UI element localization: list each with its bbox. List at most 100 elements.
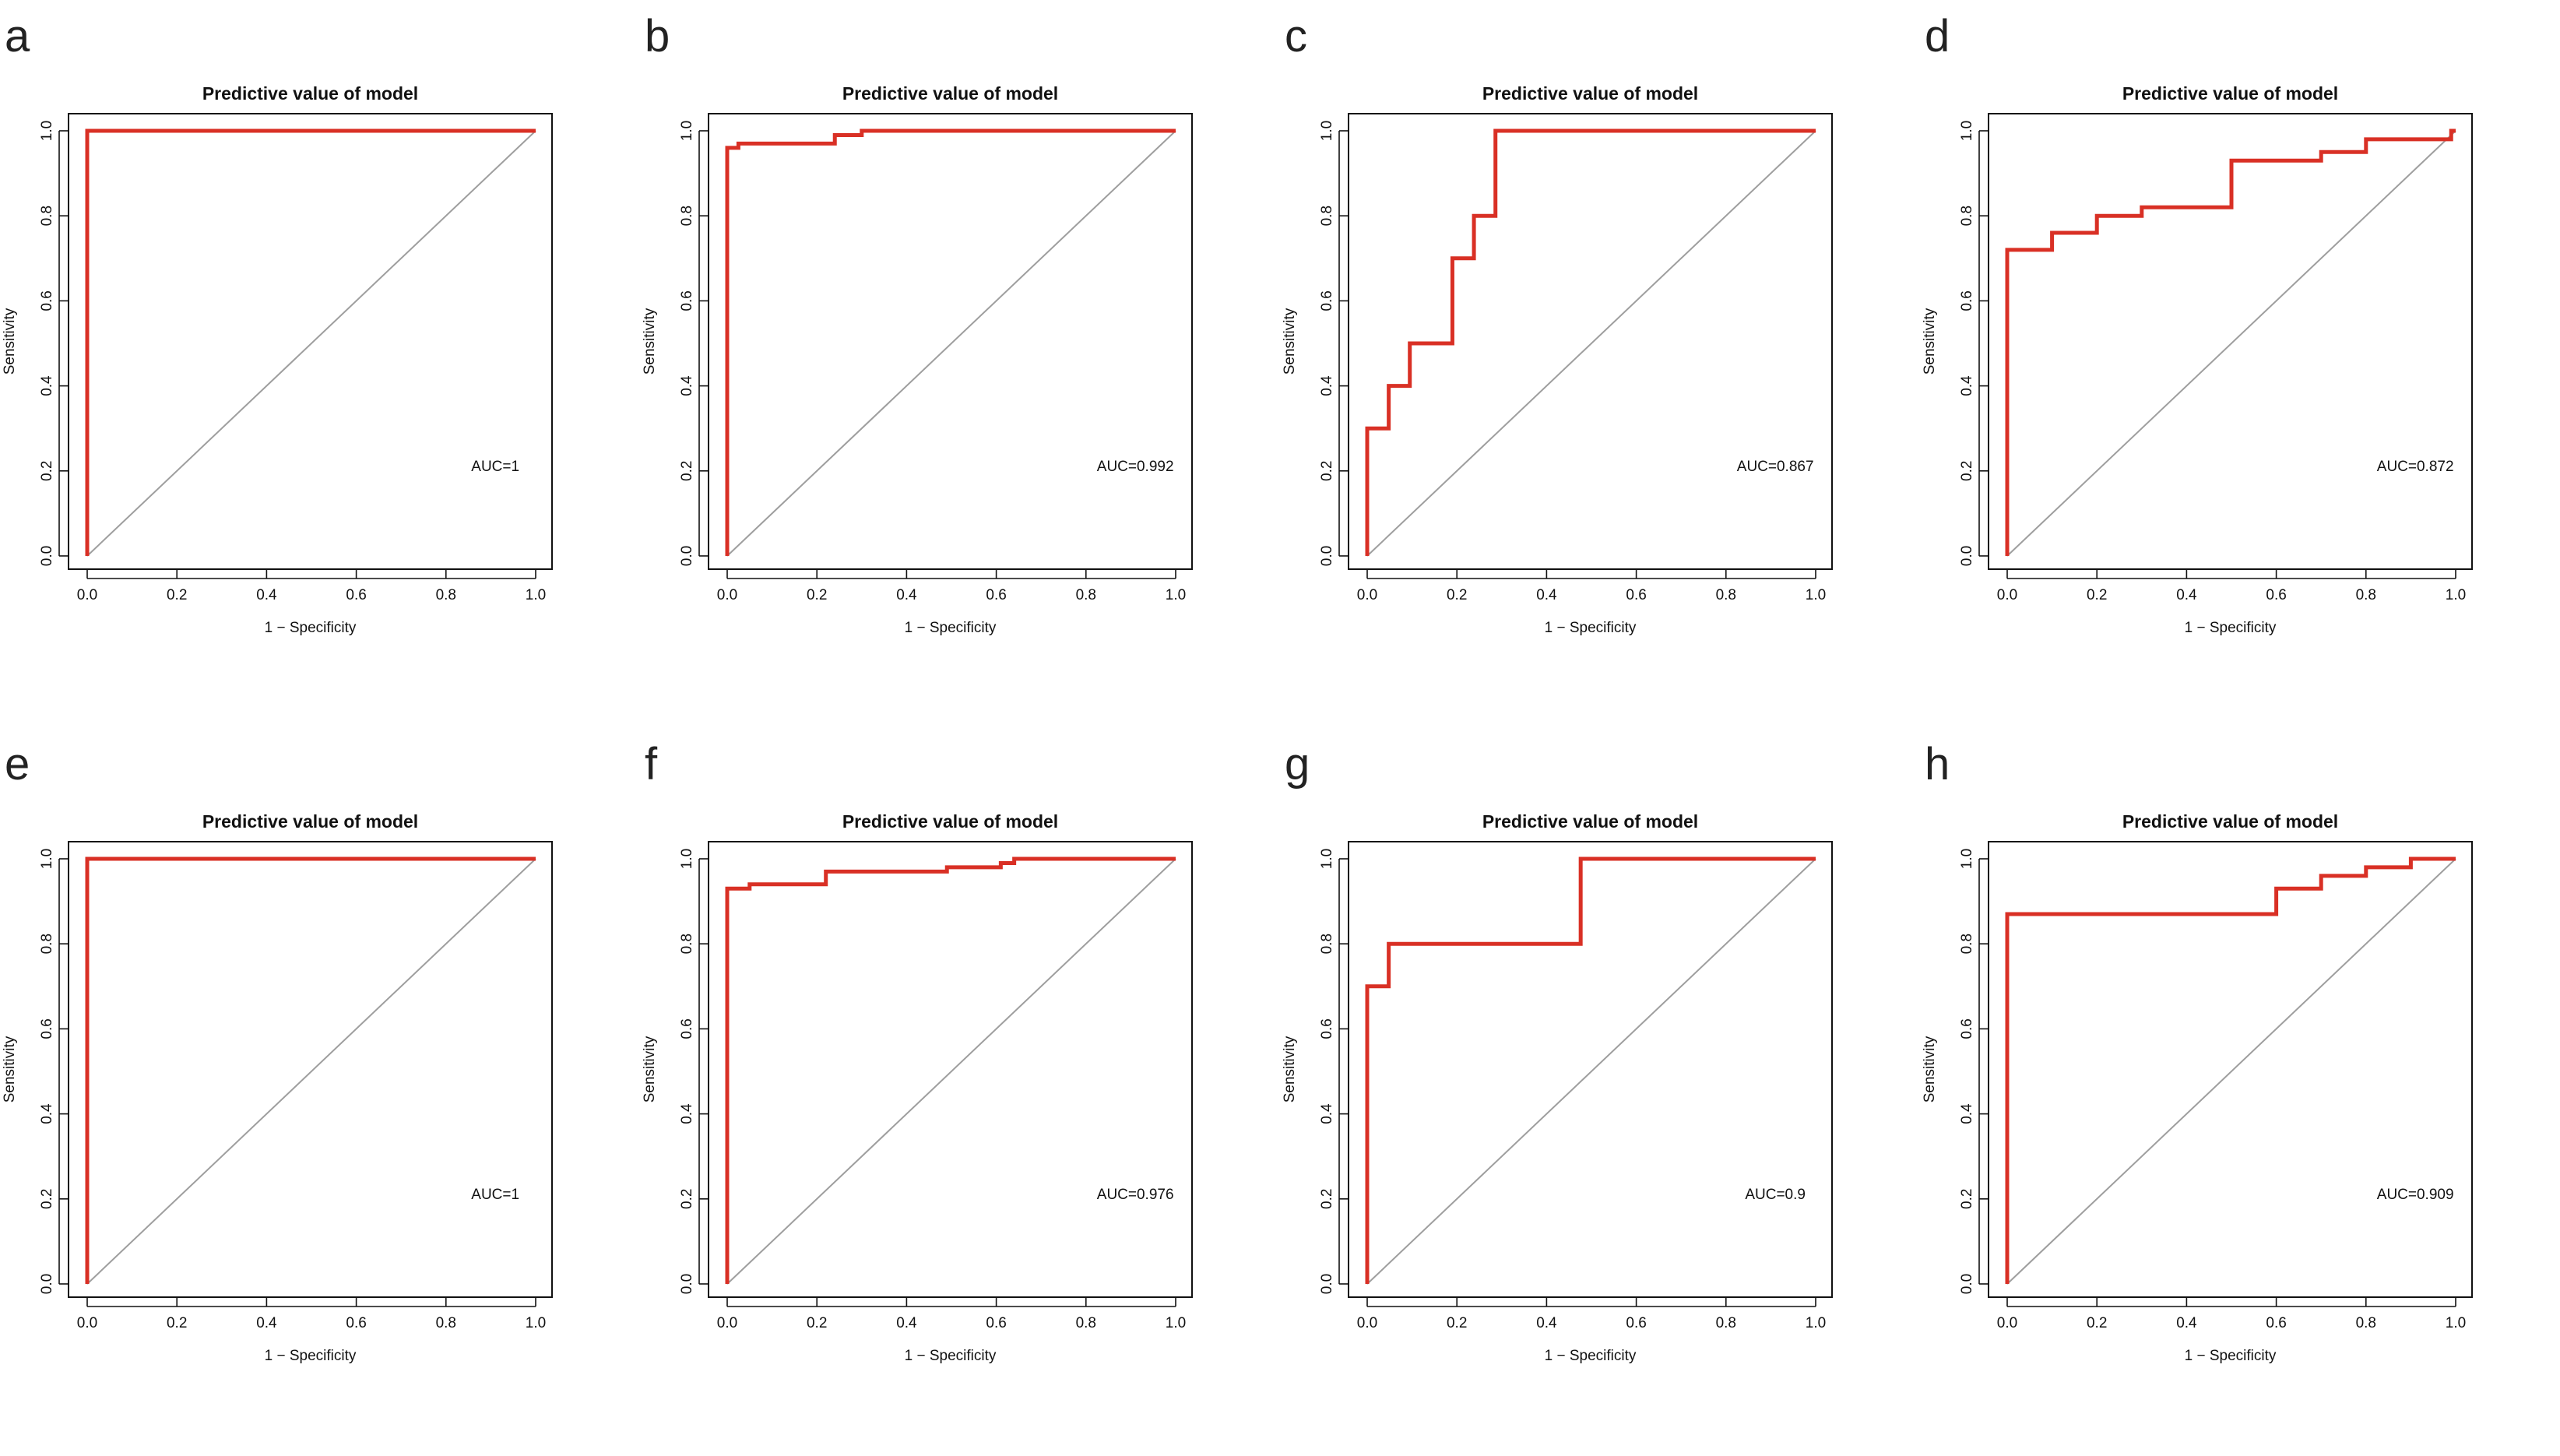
x-tick-label: 0.8 (2356, 587, 2376, 603)
x-tick-label: 0.0 (1357, 587, 1377, 603)
y-axis-label: Sensitivity (1922, 1036, 1938, 1103)
plot-frame (68, 841, 553, 1298)
x-tick-label: 0.4 (2176, 1315, 2197, 1331)
reference-diagonal-line (2006, 130, 2456, 557)
roc-panel-b: b Predictive value of model 0.0 0.2 0.4 0.6 0.… (640, 0, 1280, 728)
y-tick-label: 0.6 (39, 290, 55, 311)
roc-chart-svg: g Predictive value of model 0.0 0.2 0.4 0.6 0.… (1282, 739, 1833, 1364)
y-tick-label: 0.4 (1319, 375, 1335, 396)
x-tick-label: 0.8 (436, 1315, 456, 1331)
y-tick-label: 1.0 (679, 121, 695, 141)
x-tick-label: 0.8 (1076, 587, 1096, 603)
x-tick-label: 0.2 (807, 587, 827, 603)
plot-frame (1988, 113, 2473, 570)
y-tick-label: 0.8 (679, 206, 695, 226)
x-tick-label: 0.2 (1447, 1315, 1467, 1331)
y-tick-label: 0.6 (679, 290, 695, 311)
x-tick-label: 0.6 (346, 1315, 366, 1331)
y-tick-label: 0.8 (1959, 934, 1975, 954)
y-tick-label: 1.0 (1319, 121, 1335, 141)
y-axis-label: Sensitivity (1922, 308, 1938, 375)
x-tick-label: 1.0 (2446, 1315, 2466, 1331)
x-tick-label: 0.8 (1716, 587, 1736, 603)
roc-chart-svg: h Predictive value of model 0.0 0.2 0.4 0.6 0.… (1922, 739, 2473, 1364)
y-tick-label: 0.6 (1319, 290, 1335, 311)
x-axis-label: 1 − Specificity (2185, 620, 2277, 636)
roc-panel-g: g Predictive value of model 0.0 0.2 0.4 0.6 0.… (1280, 728, 1920, 1456)
auc-label: AUC=0.867 (1737, 459, 1814, 475)
x-tick-label: 1.0 (526, 587, 546, 603)
roc-chart-svg: d Predictive value of model 0.0 0.2 0.4 0.6 0.… (1922, 11, 2473, 636)
x-tick-label: 0.6 (986, 1315, 1006, 1331)
auc-label: AUC=0.872 (2377, 459, 2454, 475)
x-tick-label: 0.4 (1536, 587, 1557, 603)
y-tick-label: 0.6 (1959, 290, 1975, 311)
x-axis-label: 1 − Specificity (265, 620, 357, 636)
x-tick-label: 0.0 (1357, 1315, 1377, 1331)
x-tick-label: 1.0 (1166, 587, 1186, 603)
y-tick-label: 1.0 (679, 849, 695, 869)
chart-title: Predictive value of model (202, 811, 418, 832)
x-tick-label: 0.4 (256, 1315, 277, 1331)
y-tick-label: 0.0 (1959, 1274, 1975, 1294)
y-tick-label: 0.4 (39, 1103, 55, 1124)
y-tick-label: 0.8 (1959, 206, 1975, 226)
x-tick-label: 1.0 (526, 1315, 546, 1331)
x-tick-label: 0.0 (717, 1315, 737, 1331)
y-tick-label: 0.4 (679, 375, 695, 396)
roc-chart-svg: b Predictive value of model 0.0 0.2 0.4 0.6 0.… (642, 11, 1193, 636)
x-tick-label: 0.2 (807, 1315, 827, 1331)
y-tick-label: 1.0 (1319, 849, 1335, 869)
roc-chart-svg: f Predictive value of model 0.0 0.2 0.4 0.6 0.… (642, 739, 1193, 1364)
x-tick-label: 1.0 (1806, 1315, 1826, 1331)
panel-letter: f (645, 739, 658, 790)
panel-letter: g (1285, 739, 1310, 790)
x-tick-label: 1.0 (1806, 587, 1826, 603)
y-tick-label: 0.8 (679, 934, 695, 954)
auc-label: AUC=1 (471, 1187, 519, 1203)
y-tick-label: 1.0 (1959, 121, 1975, 141)
reference-diagonal-line (726, 130, 1176, 557)
y-tick-label: 1.0 (1959, 849, 1975, 869)
plot-frame (1348, 113, 1833, 570)
y-tick-label: 0.2 (1319, 461, 1335, 481)
roc-curve-line (1365, 128, 1816, 556)
roc-panel-d: d Predictive value of model 0.0 0.2 0.4 0.6 0.… (1920, 0, 2560, 728)
y-tick-label: 0.8 (1319, 206, 1335, 226)
y-axis-label: Sensitivity (642, 308, 658, 375)
x-tick-label: 0.4 (2176, 587, 2197, 603)
x-axis-label: 1 − Specificity (1545, 620, 1637, 636)
y-axis-label: Sensitivity (2, 1036, 18, 1103)
roc-chart-svg: c Predictive value of model 0.0 0.2 0.4 0.6 0.… (1282, 11, 1833, 636)
y-axis-label: Sensitivity (1282, 1036, 1298, 1103)
roc-curve-line (2005, 128, 2456, 556)
x-tick-label: 0.0 (1997, 587, 2017, 603)
y-tick-label: 0.0 (39, 546, 55, 566)
x-tick-label: 0.6 (346, 587, 366, 603)
y-tick-label: 1.0 (39, 849, 55, 869)
x-tick-label: 0.4 (896, 587, 917, 603)
panel-letter: h (1925, 739, 1950, 790)
y-tick-label: 0.0 (679, 1274, 695, 1294)
chart-title: Predictive value of model (842, 811, 1058, 832)
y-tick-label: 0.0 (679, 546, 695, 566)
reference-diagonal-line (86, 130, 536, 557)
x-tick-label: 0.4 (896, 1315, 917, 1331)
chart-title: Predictive value of model (842, 83, 1058, 104)
chart-title: Predictive value of model (2122, 83, 2338, 104)
roc-curve-line (1365, 856, 1816, 1284)
x-tick-label: 0.2 (1447, 587, 1467, 603)
x-tick-label: 0.6 (2266, 1315, 2286, 1331)
x-axis-label: 1 − Specificity (265, 1348, 357, 1364)
auc-label: AUC=0.992 (1097, 459, 1174, 475)
x-tick-label: 0.0 (77, 1315, 97, 1331)
auc-label: AUC=0.909 (2377, 1187, 2454, 1203)
y-axis-label: Sensitivity (642, 1036, 658, 1103)
x-axis-label: 1 − Specificity (1545, 1348, 1637, 1364)
roc-panel-f: f Predictive value of model 0.0 0.2 0.4 0.6 0.… (640, 728, 1280, 1456)
x-tick-label: 0.8 (1716, 1315, 1736, 1331)
roc-curve-line (85, 128, 536, 556)
y-tick-label: 0.4 (679, 1103, 695, 1124)
y-tick-label: 0.4 (1319, 1103, 1335, 1124)
